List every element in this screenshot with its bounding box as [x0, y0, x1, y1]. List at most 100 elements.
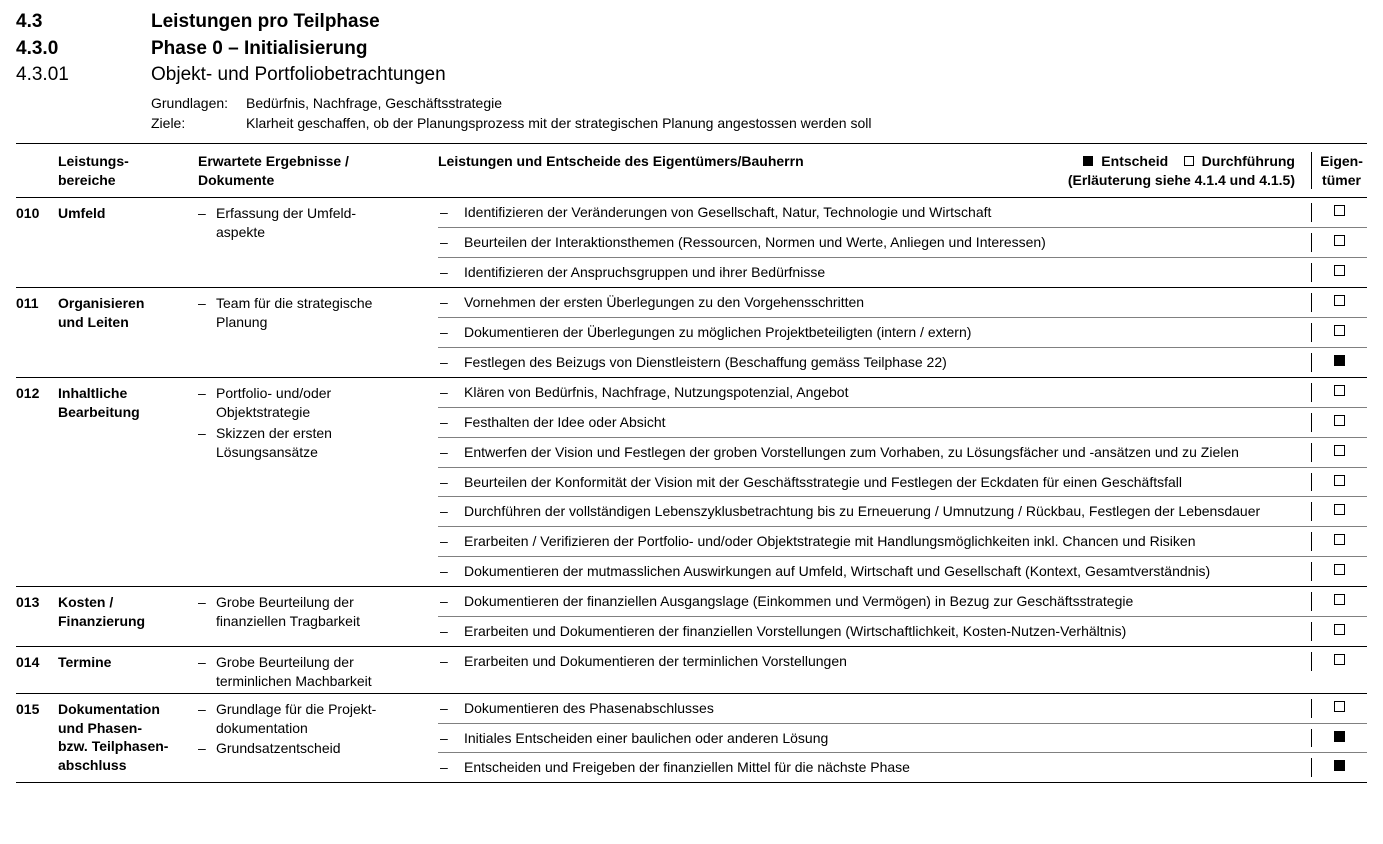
result-item: –Erfassung der Umfeld-aspekte [198, 204, 430, 242]
checkbox-filled-icon [1334, 760, 1345, 771]
result-item: –Grobe Beurteilung derterminlichen Machb… [198, 653, 430, 691]
service-text: Beurteilen der Konformität der Vision mi… [464, 473, 1311, 492]
legend-note: (Erläuterung siehe 4.1.4 und 4.1.5) [1068, 171, 1295, 190]
result-item: –Portfolio- und/oderObjektstrategie [198, 384, 430, 422]
table-header: Leistungs-bereicheErwartete Ergebnisse /… [16, 144, 1367, 199]
heading-text: Leistungen pro Teilphase [151, 9, 1367, 35]
dash-icon: – [198, 739, 216, 758]
dash-icon: – [438, 652, 464, 671]
table-group: 011Organisierenund Leiten–Team für die s… [16, 287, 1367, 377]
group-services: –Identifizieren der Veränderungen von Ge… [438, 198, 1367, 287]
dash-icon: – [438, 413, 464, 432]
service-row: –Festhalten der Idee oder Absicht [438, 407, 1367, 437]
dash-icon: – [438, 562, 464, 581]
service-text: Erarbeiten und Dokumentieren der terminl… [464, 652, 1311, 671]
group-code: 010 [16, 198, 58, 287]
checkbox-empty-icon [1334, 415, 1345, 426]
dash-icon: – [198, 384, 216, 422]
service-row: –Beurteilen der Interaktionsthemen (Ress… [438, 227, 1367, 257]
owner-cell [1311, 353, 1367, 372]
checkbox-empty-icon [1334, 235, 1345, 246]
services-table: Leistungs-bereicheErwartete Ergebnisse /… [16, 143, 1367, 784]
meta-block: Grundlagen:Bedürfnis, Nachfrage, Geschäf… [151, 94, 1367, 133]
service-row: –Identifizieren der Veränderungen von Ge… [438, 198, 1367, 227]
owner-cell [1311, 323, 1367, 342]
meta-row: Ziele:Klarheit geschaffen, ob der Planun… [151, 114, 1367, 133]
service-text: Festhalten der Idee oder Absicht [464, 413, 1311, 432]
group-code: 015 [16, 694, 58, 783]
group-results: –Team für die strategischePlanung [198, 288, 438, 377]
service-text: Dokumentieren des Phasenabschlusses [464, 699, 1311, 718]
owner-cell [1311, 473, 1367, 492]
meta-label: Grundlagen: [151, 94, 246, 113]
owner-cell [1311, 729, 1367, 748]
service-row: –Dokumentieren der mutmasslichen Auswirk… [438, 556, 1367, 586]
result-text: Grundlage für die Projekt-dokumentation [216, 700, 430, 738]
group-area: Organisierenund Leiten [58, 288, 198, 377]
legend-durchfuehrung: Durchführung [1198, 153, 1295, 169]
dash-icon: – [198, 593, 216, 631]
owner-cell [1311, 562, 1367, 581]
checkbox-empty-icon [1334, 594, 1345, 605]
service-text: Entscheiden und Freigeben der finanziell… [464, 758, 1311, 777]
dash-icon: – [198, 204, 216, 242]
checkbox-filled-icon [1334, 731, 1345, 742]
owner-cell [1311, 652, 1367, 671]
service-text: Vornehmen der ersten Überlegungen zu den… [464, 293, 1311, 312]
result-text: Portfolio- und/oderObjektstrategie [216, 384, 430, 422]
service-row: –Erarbeiten / Verifizieren der Portfolio… [438, 526, 1367, 556]
result-item: –Grundlage für die Projekt-dokumentation [198, 700, 430, 738]
group-area: Dokumentationund Phasen-bzw. Teilphasen-… [58, 694, 198, 783]
dash-icon: – [438, 263, 464, 282]
checkbox-empty-icon [1334, 265, 1345, 276]
group-results: –Portfolio- und/oderObjektstrategie–Skiz… [198, 378, 438, 586]
dash-icon: – [438, 622, 464, 641]
group-results: –Grobe Beurteilung derterminlichen Machb… [198, 647, 438, 693]
service-row: –Beurteilen der Konformität der Vision m… [438, 467, 1367, 497]
dash-icon: – [438, 729, 464, 748]
table-group: 010Umfeld–Erfassung der Umfeld-aspekte–I… [16, 198, 1367, 287]
checkbox-empty-icon [1334, 534, 1345, 545]
col-services-header: Leistungen und Entscheide des Eigentümer… [438, 152, 1311, 190]
meta-label: Ziele: [151, 114, 246, 133]
dash-icon: – [198, 294, 216, 332]
owner-cell [1311, 203, 1367, 222]
group-code: 011 [16, 288, 58, 377]
service-text: Identifizieren der Anspruchsgruppen und … [464, 263, 1311, 282]
result-text: Erfassung der Umfeld-aspekte [216, 204, 430, 242]
heading-text: Objekt- und Portfoliobetrachtungen [151, 62, 1367, 88]
table-body: 010Umfeld–Erfassung der Umfeld-aspekte–I… [16, 198, 1367, 782]
empty-square-icon [1184, 156, 1194, 166]
service-text: Erarbeiten / Verifizieren der Portfolio-… [464, 532, 1311, 551]
dash-icon: – [198, 653, 216, 691]
heading-row: 4.3Leistungen pro Teilphase [16, 9, 1367, 35]
service-text: Dokumentieren der mutmasslichen Auswirku… [464, 562, 1311, 581]
owner-cell [1311, 263, 1367, 282]
service-text: Erarbeiten und Dokumentieren der finanzi… [464, 622, 1311, 641]
service-row: –Dokumentieren der finanziellen Ausgangs… [438, 587, 1367, 616]
result-text: Grobe Beurteilung derterminlichen Machba… [216, 653, 430, 691]
checkbox-empty-icon [1334, 385, 1345, 396]
dash-icon: – [438, 592, 464, 611]
service-row: –Erarbeiten und Dokumentieren der termin… [438, 647, 1367, 676]
checkbox-empty-icon [1334, 445, 1345, 456]
service-text: Dokumentieren der Überlegungen zu möglic… [464, 323, 1311, 342]
services-header-text: Leistungen und Entscheide des Eigentümer… [438, 152, 1068, 171]
checkbox-empty-icon [1334, 701, 1345, 712]
service-row: –Dokumentieren der Überlegungen zu mögli… [438, 317, 1367, 347]
checkbox-filled-icon [1334, 355, 1345, 366]
service-row: –Entscheiden und Freigeben der finanziel… [438, 752, 1367, 782]
table-group: 014Termine–Grobe Beurteilung derterminli… [16, 646, 1367, 693]
service-row: –Entwerfen der Vision und Festlegen der … [438, 437, 1367, 467]
heading-row: 4.3.0Phase 0 – Initialisierung [16, 36, 1367, 62]
meta-value: Bedürfnis, Nachfrage, Geschäftsstrategie [246, 94, 1367, 113]
service-row: –Durchführen der vollständigen Lebenszyk… [438, 496, 1367, 526]
dash-icon: – [438, 699, 464, 718]
result-item: –Grobe Beurteilung derfinanziellen Tragb… [198, 593, 430, 631]
dash-icon: – [438, 473, 464, 492]
heading-row: 4.3.01Objekt- und Portfoliobetrachtungen [16, 62, 1367, 88]
group-results: –Grobe Beurteilung derfinanziellen Tragb… [198, 587, 438, 646]
owner-cell [1311, 383, 1367, 402]
dash-icon: – [438, 443, 464, 462]
heading-num: 4.3 [16, 9, 151, 35]
